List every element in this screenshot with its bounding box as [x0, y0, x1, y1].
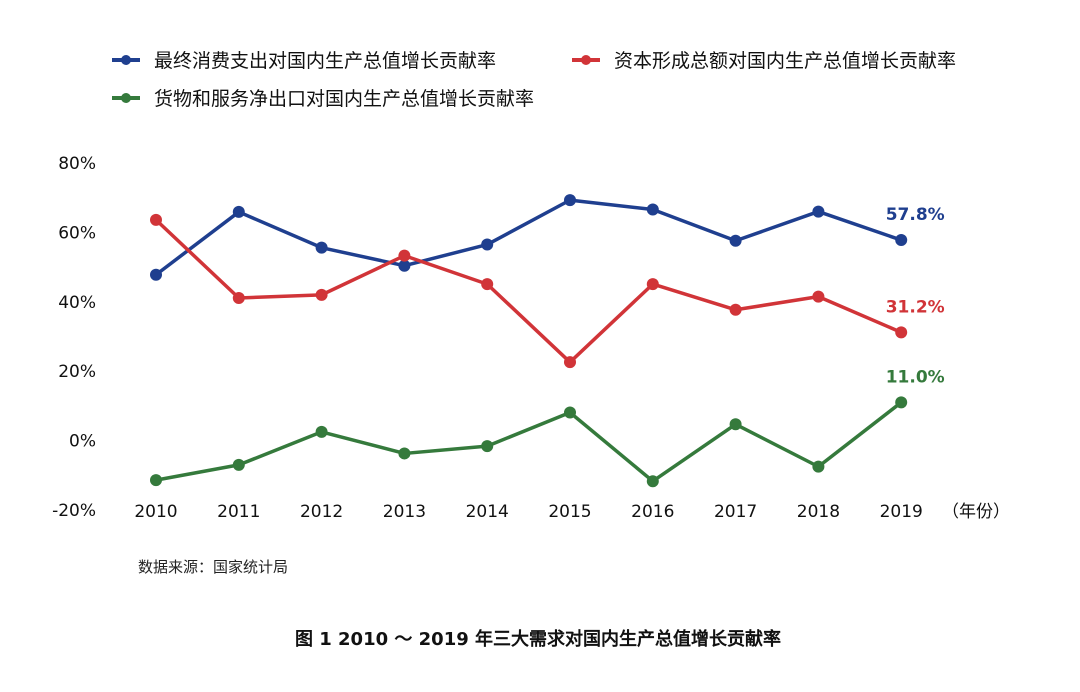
y-axis: 80% 60% 40% 20% 0% -20%	[52, 154, 96, 521]
legend-label-3: 货物和服务净出口对国内生产总值增长贡献率	[154, 88, 534, 110]
data-point	[232, 291, 245, 304]
data-point	[150, 268, 162, 281]
data-point	[150, 213, 162, 226]
data-point	[315, 288, 328, 301]
source-note: 数据来源：国家统计局	[138, 558, 288, 576]
x-axis-unit: （年份）	[942, 502, 1010, 522]
data-point	[812, 290, 825, 303]
x-tick-label: 2018	[797, 502, 840, 522]
y-tick-label: -20%	[52, 501, 96, 521]
x-tick-label: 2012	[300, 502, 343, 522]
data-point	[398, 249, 411, 262]
x-tick-label: 2017	[714, 502, 757, 522]
data-point	[398, 259, 411, 272]
data-point	[812, 205, 825, 218]
data-point	[481, 440, 494, 453]
legend-marker-3	[121, 93, 131, 103]
series-line-3	[155, 401, 903, 483]
x-axis: 2010 2011 2012 2013 2014 2015 2016 2017 2018 2019…	[134, 502, 1010, 522]
data-point	[398, 447, 411, 460]
x-tick-label: 2015	[548, 502, 591, 522]
series-group: 57.8% 31.2% 11.0%	[150, 194, 945, 488]
x-tick-label: 2010	[134, 502, 177, 522]
data-point	[232, 458, 245, 471]
x-tick-label: 2016	[631, 502, 674, 522]
y-tick-label: 20%	[58, 362, 96, 382]
data-point	[315, 425, 328, 438]
data-point	[729, 234, 742, 247]
series-line-2	[154, 218, 902, 364]
legend-marker-2	[581, 55, 591, 65]
data-label-3: 11.0%	[886, 367, 945, 387]
data-point	[895, 234, 908, 247]
data-point	[564, 406, 576, 419]
data-point	[150, 474, 162, 487]
data-point	[895, 326, 908, 339]
data-label-2: 31.2%	[886, 297, 945, 317]
legend-label-2: 资本形成总额对国内生产总值增长贡献率	[614, 50, 956, 72]
data-point	[232, 205, 245, 218]
y-tick-label: 0%	[69, 432, 96, 452]
data-point	[646, 278, 659, 291]
data-point	[564, 356, 576, 369]
data-point	[729, 418, 742, 431]
y-tick-label: 80%	[58, 154, 96, 174]
x-tick-label: 2011	[217, 502, 260, 522]
x-tick-label: 2013	[383, 502, 426, 522]
x-tick-label: 2019	[880, 502, 923, 522]
legend-label-1: 最终消费支出对国内生产总值增长贡献率	[154, 50, 496, 72]
series-line-1	[154, 198, 902, 277]
data-point	[646, 203, 659, 216]
series-1: 57.8%	[150, 194, 945, 281]
data-point	[812, 460, 825, 473]
data-point	[729, 303, 742, 316]
data-point	[895, 396, 908, 409]
x-tick-label: 2014	[466, 502, 509, 522]
data-point	[315, 241, 328, 254]
series-2: 31.2%	[150, 213, 945, 369]
data-label-1: 57.8%	[886, 205, 945, 225]
legend: 最终消费支出对国内生产总值增长贡献率 资本形成总额对国内生产总值增长贡献率货物和服…	[112, 50, 956, 110]
legend-marker-1	[121, 55, 131, 65]
y-tick-label: 60%	[58, 223, 96, 243]
series-3: 11.0%	[150, 367, 945, 488]
data-point	[564, 194, 576, 207]
data-point	[481, 278, 494, 291]
figure-caption: 图 1 2010 ～ 2019 年三大需求对国内生产总值增长贡献率	[295, 628, 781, 650]
data-point	[481, 238, 494, 251]
y-tick-label: 40%	[58, 293, 96, 313]
data-point	[646, 475, 659, 488]
